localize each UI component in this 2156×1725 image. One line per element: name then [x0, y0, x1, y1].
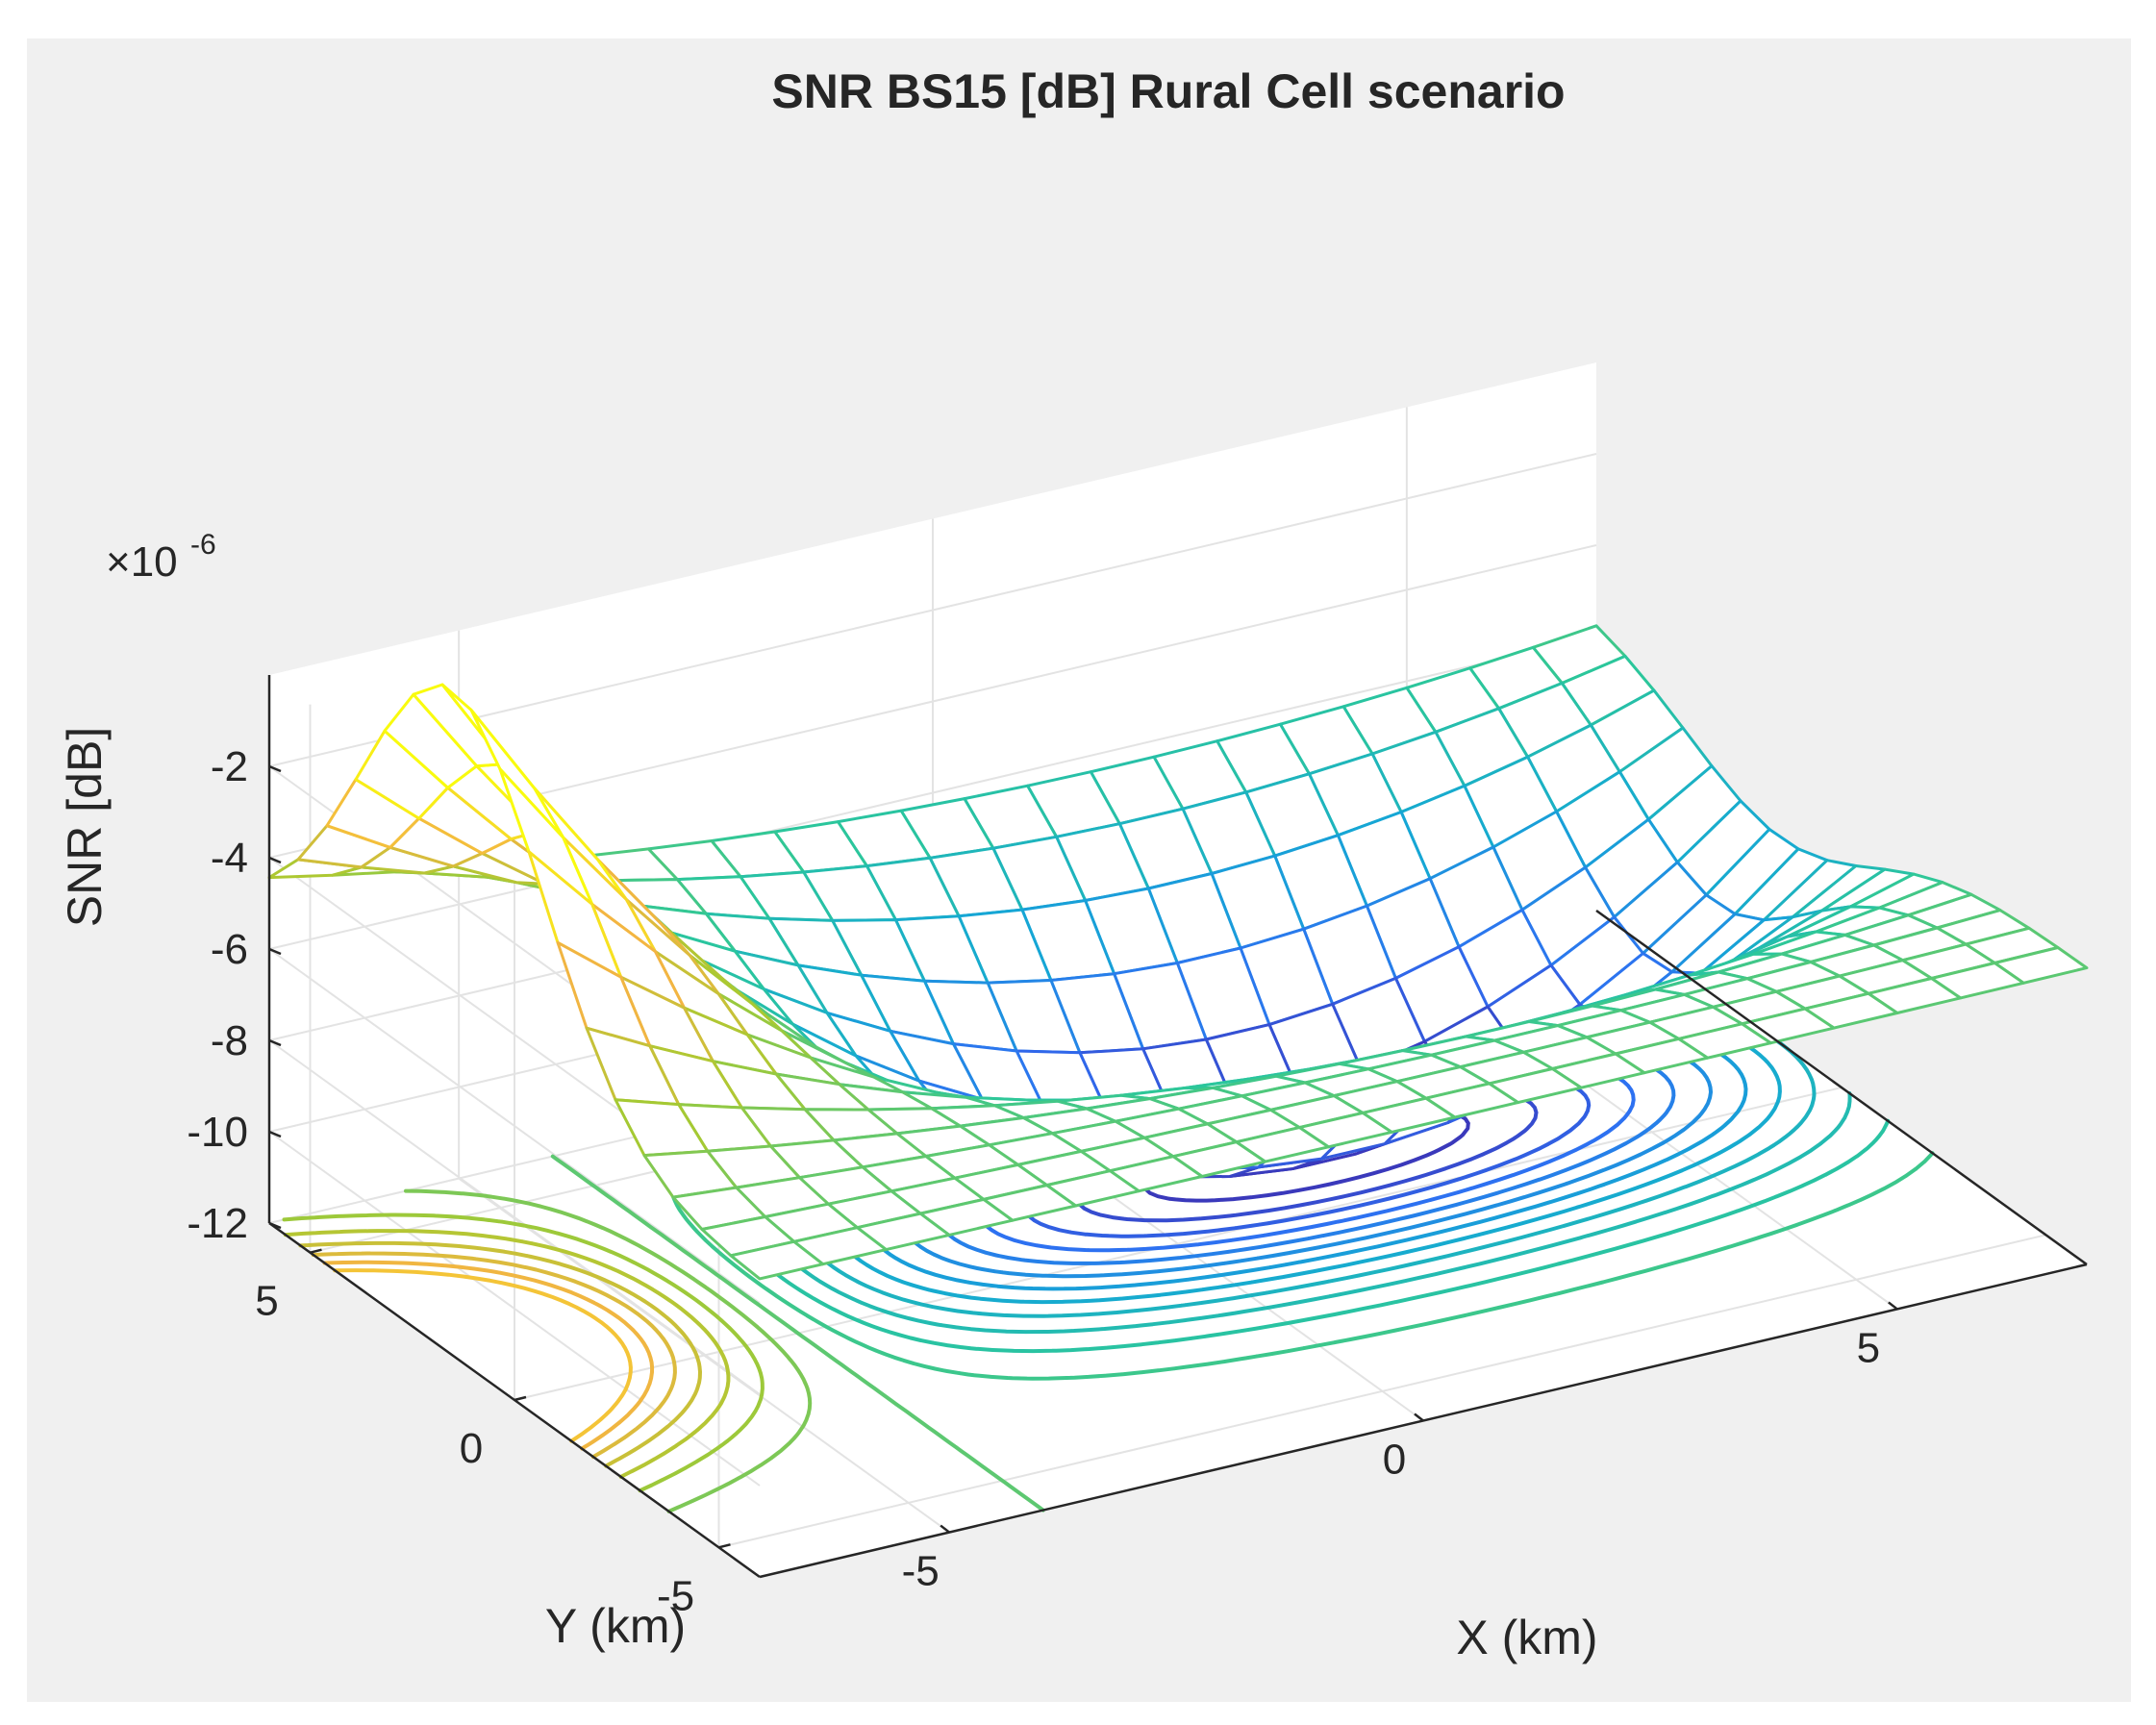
y-axis-line	[1595, 909, 2088, 1266]
grid-line-left-z	[268, 1131, 761, 1487]
mesh-cell	[729, 1239, 825, 1281]
grid-line-left-z	[268, 1039, 761, 1395]
axes-3d: -505-505-12-10-8-6-4-2×10 -6Y (km) X (km)S…	[58, 362, 2089, 1664]
z-tick-mark	[268, 764, 282, 773]
contour-line	[283, 1229, 731, 1479]
x-tick-mark	[940, 1524, 950, 1534]
z-tick-label: -2	[211, 743, 248, 790]
z-tick-mark	[268, 1221, 282, 1230]
z-tick-label: -10	[187, 1109, 248, 1156]
z-tick-label: -12	[187, 1200, 248, 1247]
grid-line-left-z	[268, 948, 761, 1304]
z-exponent-power: -6	[190, 529, 216, 561]
grid-line-floor-y	[514, 1087, 1843, 1401]
y-axis-label: Y (km)	[545, 1599, 686, 1653]
chart-title: SNR BS15 [dB] Rural Cell scenario	[771, 64, 1565, 118]
y-tick-mark	[514, 1395, 527, 1402]
y-tick-label: 0	[460, 1425, 483, 1472]
y-tick-mark	[310, 1248, 322, 1254]
x-tick-label: -5	[902, 1548, 940, 1595]
z-axis-label: SNR [dB]	[58, 727, 112, 927]
y-tick-label: 5	[255, 1278, 278, 1325]
z-tick-label: -4	[211, 835, 248, 882]
z-exponent-label: ×10	[106, 538, 178, 586]
x-tick-label: 0	[1383, 1437, 1406, 1484]
x-tick-mark	[1888, 1301, 1898, 1311]
z-tick-label: -6	[211, 926, 248, 973]
x-tick-label: 5	[1857, 1324, 1880, 1371]
x-axis-label: X (km)	[1456, 1611, 1597, 1664]
contour-line	[550, 1154, 1045, 1512]
z-tick-mark	[268, 1130, 282, 1138]
z-tick-mark	[268, 1038, 282, 1047]
grid-line-back-z	[268, 636, 1597, 950]
grid-line-floor-y	[718, 1234, 2046, 1549]
x-tick-mark	[1414, 1412, 1424, 1422]
surface-mesh	[267, 624, 2089, 1281]
contour-line	[333, 1268, 633, 1443]
contour-line	[298, 1240, 702, 1468]
z-tick-mark	[268, 947, 282, 956]
z-tick-label: -8	[211, 1017, 248, 1064]
contour-line	[322, 1260, 655, 1451]
contour-line	[311, 1251, 677, 1460]
grid-line-back-z	[268, 453, 1597, 767]
contour-line	[404, 1188, 813, 1513]
y-tick-label: -5	[657, 1572, 694, 1619]
z-tick-mark	[268, 856, 282, 864]
y-tick-mark	[718, 1543, 731, 1549]
